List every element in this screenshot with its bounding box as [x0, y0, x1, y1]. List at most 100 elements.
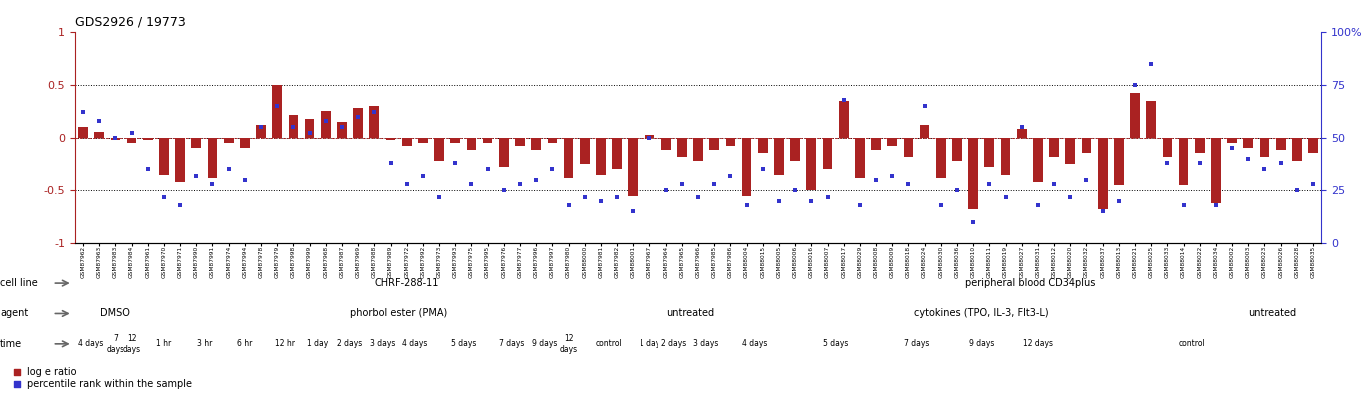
Text: 9 days: 9 days — [968, 339, 994, 348]
Bar — [434, 138, 444, 161]
Point — [136, 166, 158, 173]
Bar — [985, 138, 994, 167]
Bar — [289, 115, 298, 138]
Point — [477, 166, 498, 173]
Point — [1205, 202, 1227, 208]
Text: 12
days: 12 days — [123, 334, 140, 354]
Text: 7 days: 7 days — [904, 339, 929, 348]
Point — [202, 181, 223, 187]
Bar — [1244, 138, 1253, 148]
Bar — [1114, 138, 1124, 185]
Point — [1253, 166, 1275, 173]
Text: 4 days: 4 days — [742, 339, 767, 348]
Point — [557, 202, 579, 208]
Point — [1107, 198, 1129, 204]
Point — [752, 166, 774, 173]
Bar — [952, 138, 962, 161]
Point — [364, 109, 385, 116]
Bar — [968, 138, 978, 209]
Point — [396, 181, 418, 187]
Point — [1124, 82, 1145, 88]
Text: 5 days: 5 days — [823, 339, 849, 348]
Bar — [1032, 138, 1043, 182]
Bar — [223, 138, 233, 143]
Point — [1011, 124, 1032, 130]
Point — [671, 181, 693, 187]
Text: cell line: cell line — [0, 278, 38, 288]
Point — [298, 130, 320, 137]
Point — [411, 173, 433, 179]
Text: 3 days: 3 days — [693, 339, 719, 348]
Text: 3 days: 3 days — [369, 339, 395, 348]
Bar — [256, 125, 266, 138]
Point — [89, 117, 110, 124]
Point — [428, 194, 449, 200]
Point — [444, 160, 466, 166]
Bar — [806, 138, 816, 190]
Point — [1302, 181, 1324, 187]
Point — [251, 124, 272, 130]
Text: control: control — [1178, 339, 1205, 348]
Point — [460, 181, 482, 187]
Bar — [143, 138, 153, 140]
Point — [169, 202, 191, 208]
Text: peripheral blood CD34plus: peripheral blood CD34plus — [964, 278, 1095, 288]
Bar — [726, 138, 735, 146]
Point — [719, 173, 741, 179]
Bar — [564, 138, 573, 178]
Bar — [580, 138, 590, 164]
Bar — [515, 138, 524, 146]
Point — [785, 187, 806, 194]
Text: untreated: untreated — [666, 309, 714, 318]
Bar — [467, 138, 477, 150]
Text: CHRF-288-11: CHRF-288-11 — [375, 278, 439, 288]
Bar — [903, 138, 914, 157]
Point — [703, 181, 725, 187]
Point — [1043, 181, 1065, 187]
Point — [185, 173, 207, 179]
Bar — [742, 138, 752, 196]
Point — [898, 181, 919, 187]
Bar — [240, 138, 249, 148]
Bar — [628, 138, 639, 196]
Bar — [338, 122, 347, 138]
Point — [1076, 177, 1098, 183]
Bar — [402, 138, 411, 146]
Point — [865, 177, 887, 183]
Point — [639, 134, 661, 141]
Point — [493, 187, 515, 194]
Text: 12
days: 12 days — [560, 334, 577, 354]
Point — [849, 202, 870, 208]
Bar — [192, 138, 202, 148]
Bar — [1065, 138, 1075, 164]
Bar — [1017, 129, 1027, 138]
Point — [485, 213, 507, 219]
Bar — [1130, 94, 1140, 138]
Text: DMSO: DMSO — [101, 309, 131, 318]
Text: log e ratio: log e ratio — [27, 367, 76, 377]
Point — [832, 96, 854, 103]
Bar — [531, 138, 541, 150]
Point — [485, 319, 507, 325]
Point — [1173, 202, 1194, 208]
Bar — [305, 119, 315, 138]
Point — [509, 181, 531, 187]
Point — [234, 177, 256, 183]
Point — [735, 202, 757, 208]
Point — [817, 194, 839, 200]
Text: 2 days: 2 days — [338, 339, 362, 348]
Point — [622, 208, 644, 215]
Bar — [482, 138, 493, 143]
Point — [380, 160, 402, 166]
Point — [1092, 208, 1114, 215]
Bar — [1049, 138, 1058, 157]
Bar — [321, 111, 331, 138]
Point — [1060, 194, 1081, 200]
Text: time: time — [0, 339, 22, 349]
Bar — [369, 106, 379, 138]
Bar — [1293, 138, 1302, 161]
Text: 2 days: 2 days — [661, 339, 686, 348]
Bar — [774, 138, 783, 175]
Point — [282, 124, 304, 130]
Bar — [207, 138, 218, 178]
